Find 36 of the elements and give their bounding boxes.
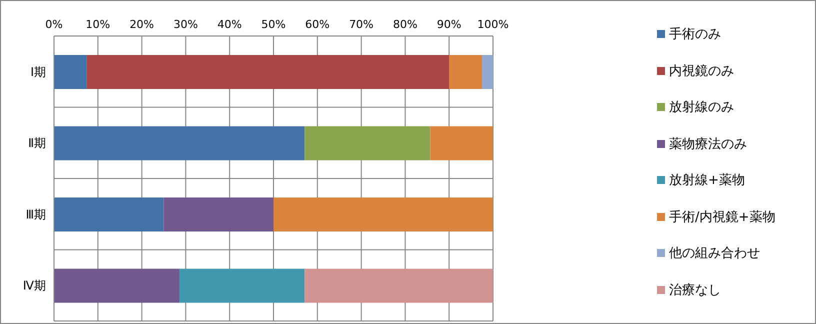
legend-label: 放射線のみ <box>669 99 734 116</box>
x-tick-label: 30% <box>173 18 198 31</box>
bar <box>164 198 274 232</box>
bar <box>430 126 493 160</box>
x-tick-label: 0% <box>45 18 63 31</box>
x-tick-label: 60% <box>305 18 330 31</box>
legend-label: 放射線+薬物 <box>669 172 745 190</box>
bar <box>86 55 450 89</box>
x-tick-label: 80% <box>392 18 418 31</box>
legend-label: 薬物療法のみ <box>669 136 747 153</box>
y-tick-label: Ⅳ期 <box>22 278 46 293</box>
bar <box>449 55 482 89</box>
bar <box>54 198 164 232</box>
x-tick-label: 50% <box>261 18 286 31</box>
x-tick-label: 40% <box>217 18 242 31</box>
bar <box>482 55 493 89</box>
legend-label: 他の組み合わせ <box>669 245 760 262</box>
bar <box>54 55 87 89</box>
y-tick-label: Ⅰ期 <box>30 64 46 79</box>
y-tick-label: Ⅲ期 <box>26 207 46 222</box>
x-tick-label: 100% <box>477 18 509 31</box>
bar <box>54 268 180 303</box>
bar <box>54 126 305 160</box>
bar <box>304 126 430 160</box>
x-tick-label: 20% <box>130 18 154 31</box>
x-tick-label: 70% <box>349 18 374 31</box>
legend-label: 手術/内視鏡+薬物 <box>669 208 776 226</box>
x-tick-label: 90% <box>436 18 462 31</box>
bar <box>180 268 305 303</box>
bar <box>274 198 493 232</box>
legend-label: 治療なし <box>669 282 721 299</box>
legend-label: 手術のみ <box>669 26 721 44</box>
y-tick-label: Ⅱ期 <box>28 136 46 150</box>
x-tick-label: 10% <box>86 18 110 31</box>
bar <box>304 268 493 303</box>
legend-label: 内視鏡のみ <box>669 62 734 80</box>
